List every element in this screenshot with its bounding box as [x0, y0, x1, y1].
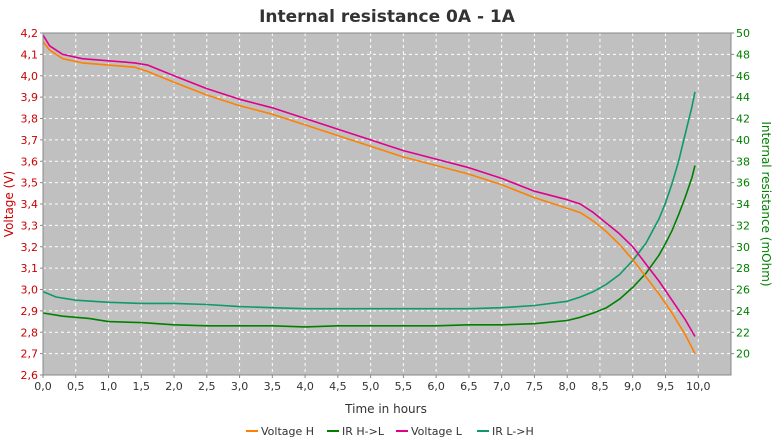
y-left-tick-label: 3,3 — [21, 219, 39, 232]
y-right-tick-label: 22 — [736, 326, 750, 339]
x-tick-label: 9,5 — [657, 380, 675, 393]
y-right-tick-label: 50 — [736, 27, 750, 40]
y-right-tick-label: 34 — [736, 198, 750, 211]
x-tick-label: 4,5 — [329, 380, 347, 393]
y-left-tick-label: 4,2 — [21, 27, 39, 40]
y-axis-right: 20 22 24 26 28 30 32 34 36 38 40 42 44 46 48 50 — [731, 27, 750, 361]
y-axis-left-label: Voltage (V) — [2, 171, 16, 237]
series-lines — [42, 34, 696, 354]
x-tick-label: 6,0 — [427, 380, 445, 393]
y-left-tick-label: 3,1 — [21, 262, 39, 275]
series-line-voltage-l — [42, 34, 696, 337]
y-right-tick-label: 26 — [736, 284, 750, 297]
y-right-tick-label: 48 — [736, 48, 750, 61]
y-left-tick-label: 3,2 — [21, 241, 39, 254]
y-right-tick-label: 24 — [736, 305, 750, 318]
y-left-tick-label: 2,8 — [21, 326, 39, 339]
x-tick-label: 3,5 — [264, 380, 282, 393]
x-tick-label: 8,5 — [591, 380, 609, 393]
x-tick-label: 1,0 — [100, 380, 118, 393]
y-left-tick-label: 3,4 — [21, 198, 39, 211]
grid-lines — [43, 33, 731, 375]
y-right-tick-label: 28 — [736, 262, 750, 275]
x-tick-label: 6,5 — [460, 380, 478, 393]
y-right-tick-label: 46 — [736, 70, 750, 83]
y-left-tick-label: 3,5 — [21, 177, 39, 190]
series-line-ir-h-l — [42, 165, 696, 328]
x-tick-label: 7,5 — [526, 380, 544, 393]
y-right-tick-label: 42 — [736, 113, 750, 126]
y-left-tick-label: 3,6 — [21, 155, 39, 168]
x-tick-label: 8,0 — [558, 380, 576, 393]
x-tick-label: 5,0 — [362, 380, 380, 393]
y-axis-right-label: Internal resistance (mOhm) — [759, 121, 773, 286]
y-right-tick-label: 38 — [736, 155, 750, 168]
y-right-tick-label: 20 — [736, 348, 750, 361]
y-left-tick-label: 2,6 — [21, 369, 39, 382]
x-tick-label: 3,0 — [231, 380, 249, 393]
legend-label: Voltage L — [411, 425, 463, 438]
x-tick-label: 0,5 — [67, 380, 85, 393]
y-left-tick-label: 3,8 — [21, 113, 39, 126]
x-axis-label: Time in hours — [344, 402, 427, 416]
series-line-voltage-h — [42, 41, 696, 354]
y-left-tick-label: 4,1 — [21, 48, 39, 61]
x-tick-label: 7,0 — [493, 380, 511, 393]
y-left-tick-label: 2,9 — [21, 305, 39, 318]
y-right-tick-label: 36 — [736, 177, 750, 190]
y-axis-left: 2,6 2,7 2,8 2,9 3,0 3,1 3,2 3,3 3,4 3,5 3,6 3,7 3,8 3… — [21, 27, 43, 382]
y-right-tick-label: 30 — [736, 241, 750, 254]
x-tick-label: 2,0 — [165, 380, 183, 393]
x-tick-label: 10,0 — [686, 380, 711, 393]
x-tick-label: 9,0 — [624, 380, 642, 393]
y-left-tick-label: 2,7 — [21, 348, 39, 361]
x-tick-label: 5,5 — [395, 380, 413, 393]
legend-label: IR L->H — [492, 425, 534, 438]
y-left-tick-label: 3,0 — [21, 284, 39, 297]
x-tick-label: 0,0 — [34, 380, 52, 393]
x-axis: 0,0 0,5 1,0 1,5 2,0 2,5 3,0 3,5 4,0 4,5 5,0 5,5 6,0 6… — [34, 375, 710, 393]
y-right-tick-label: 32 — [736, 219, 750, 232]
legend-label: Voltage H — [261, 425, 314, 438]
legend: Voltage H IR H->L Voltage L IR L->H — [246, 425, 534, 438]
y-left-tick-label: 4,0 — [21, 70, 39, 83]
chart-title: Internal resistance 0A - 1A — [259, 7, 516, 27]
y-left-tick-label: 3,7 — [21, 134, 39, 147]
x-tick-label: 1,5 — [133, 380, 151, 393]
y-left-tick-label: 3,9 — [21, 91, 39, 104]
x-tick-label: 2,5 — [198, 380, 216, 393]
y-right-tick-label: 44 — [736, 91, 750, 104]
y-right-tick-label: 40 — [736, 134, 750, 147]
x-tick-label: 4,0 — [296, 380, 314, 393]
series-line-ir-l-h — [42, 91, 696, 310]
legend-label: IR H->L — [342, 425, 385, 438]
